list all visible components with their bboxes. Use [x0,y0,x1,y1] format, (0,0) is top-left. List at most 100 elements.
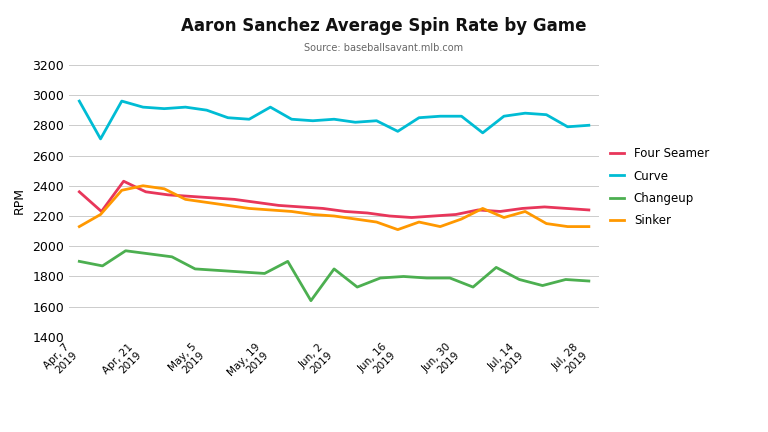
Sinker [202,200,211,205]
Changeup [190,266,200,272]
Changeup [445,276,455,281]
Curve [415,115,424,121]
Curve [478,130,488,136]
Curve [372,118,381,124]
Four Seamer [407,215,416,220]
Curve [393,129,402,134]
Curve [180,105,190,110]
Sinker [96,212,105,217]
Sinker [118,188,127,193]
Curve [138,105,147,110]
Four Seamer [74,189,84,194]
Four Seamer [584,207,594,213]
Curve [499,114,508,119]
Changeup [144,251,154,257]
Sinker [521,209,530,214]
Sinker [372,219,381,225]
Curve [118,98,127,104]
Curve [521,111,530,116]
Curve [202,108,211,113]
Sinker [223,203,233,208]
Text: Aaron Sanchez Average Spin Rate by Game: Aaron Sanchez Average Spin Rate by Game [181,17,587,35]
Four Seamer [119,179,128,184]
Four Seamer [207,195,217,200]
Four Seamer [495,209,505,214]
Sinker [266,207,275,213]
Changeup [98,264,107,269]
Curve [266,105,275,110]
Changeup [237,270,246,275]
Changeup [399,274,408,279]
Curve [563,124,572,130]
Four Seamer [540,204,549,210]
Changeup [492,265,501,270]
Line: Sinker: Sinker [79,186,589,230]
Sinker [244,206,253,211]
Sinker [415,219,424,225]
Four Seamer [362,210,372,216]
Four Seamer [319,206,328,211]
Sinker [138,183,147,188]
Four Seamer [185,194,194,199]
Four Seamer [562,206,571,211]
Curve [223,115,233,121]
Changeup [214,268,223,273]
Changeup [121,248,131,254]
Curve [457,114,466,119]
Sinker [180,197,190,202]
Line: Changeup: Changeup [79,251,589,301]
Sinker [478,206,488,211]
Sinker [393,227,402,232]
Changeup [515,277,524,282]
Curve [435,114,445,119]
Four Seamer [141,189,151,194]
Four Seamer [296,204,306,210]
Four Seamer [340,209,349,214]
Curve [287,117,296,122]
Sinker [351,216,360,222]
Sinker [74,224,84,229]
Curve [308,118,317,124]
Curve [351,120,360,125]
Curve [160,106,169,111]
Changeup [329,266,339,272]
Four Seamer [230,197,239,202]
Four Seamer [452,212,461,217]
Curve [541,112,551,118]
Changeup [167,254,177,259]
Changeup [422,276,432,281]
Legend: Four Seamer, Curve, Changeup, Sinker: Four Seamer, Curve, Changeup, Sinker [611,147,709,227]
Four Seamer [473,207,482,213]
Text: Source: baseballsavant.mlb.com: Source: baseballsavant.mlb.com [304,43,464,53]
Sinker [563,224,572,229]
Changeup [376,276,385,281]
Line: Curve: Curve [79,101,589,139]
Changeup [561,277,571,282]
Sinker [499,215,508,220]
Sinker [457,216,466,222]
Sinker [329,213,339,219]
Four Seamer [164,192,173,197]
Four Seamer [97,209,106,214]
Curve [244,117,253,122]
Changeup [353,285,362,290]
Four Seamer [252,200,261,205]
Y-axis label: RPM: RPM [12,187,25,214]
Changeup [538,283,547,288]
Four Seamer [385,213,394,219]
Four Seamer [429,213,439,219]
Four Seamer [274,203,283,208]
Changeup [74,259,84,264]
Changeup [306,298,316,303]
Curve [74,98,84,104]
Sinker [435,224,445,229]
Curve [329,117,339,122]
Sinker [287,209,296,214]
Curve [96,137,105,142]
Sinker [308,212,317,217]
Changeup [283,259,293,264]
Four Seamer [518,206,527,211]
Changeup [584,279,594,284]
Sinker [584,224,594,229]
Sinker [541,221,551,226]
